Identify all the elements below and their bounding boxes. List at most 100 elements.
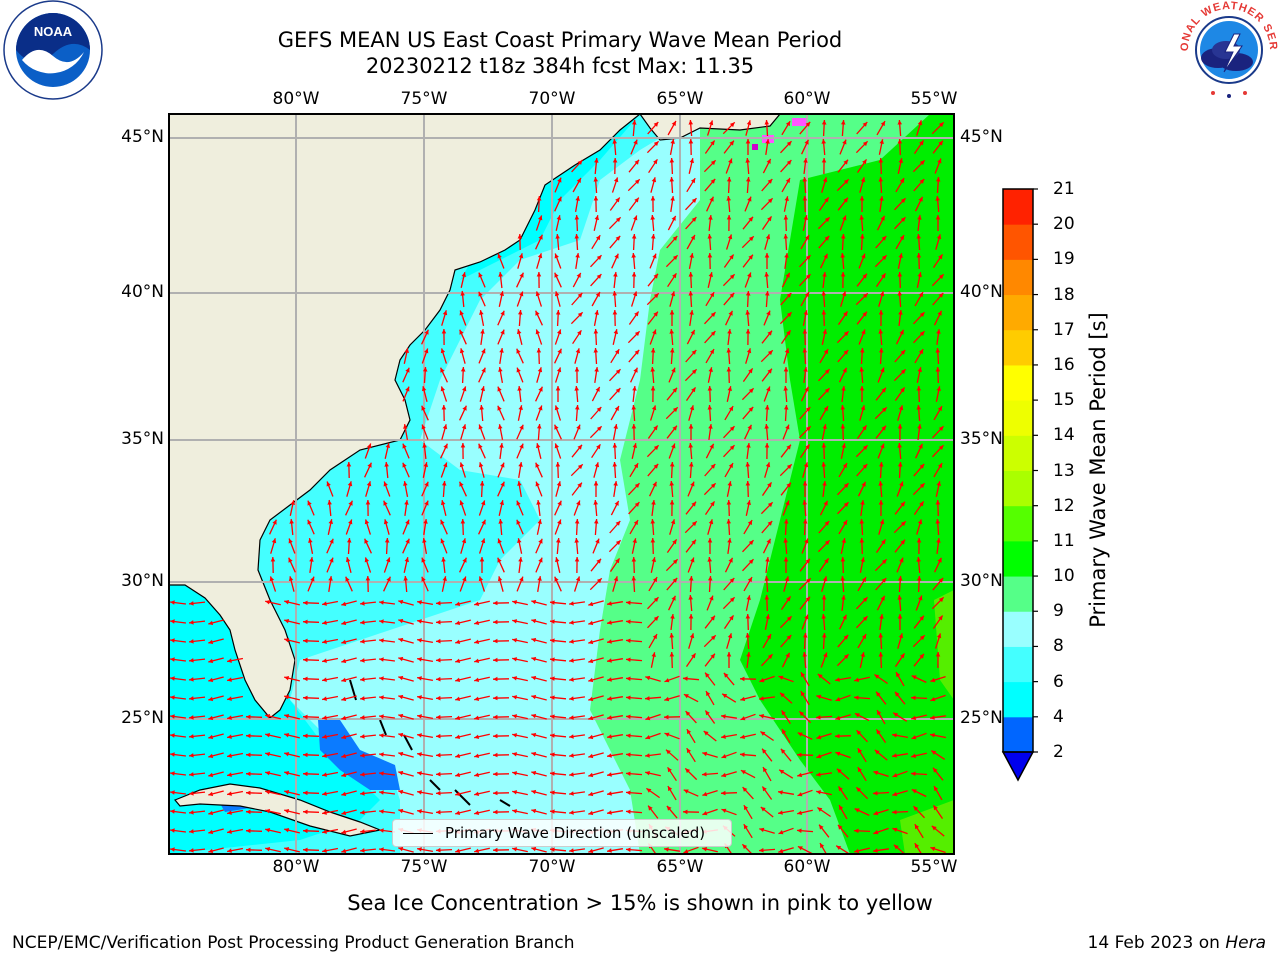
wave-arrow-head — [481, 367, 486, 373]
wave-arrow-head — [840, 253, 845, 258]
wave-arrow-head — [303, 771, 308, 777]
wave-arrow-head — [767, 502, 773, 508]
wave-arrow-head — [936, 234, 942, 240]
wave-arrow-head — [918, 443, 923, 449]
wave-arrow-head — [785, 178, 790, 183]
wave-arrow-head — [916, 234, 921, 239]
wave-arrow-head — [843, 350, 849, 355]
wave-arrow-head — [303, 714, 308, 720]
colorbar-tick-label: 17 — [1053, 319, 1075, 340]
wave-arrow-head — [785, 121, 791, 127]
wave-arrow-head — [916, 253, 922, 258]
wave-arrow-head — [398, 675, 404, 681]
wave-arrow-head — [821, 139, 826, 144]
wave-arrow-head — [459, 500, 464, 506]
wave-arrow-head — [930, 677, 936, 683]
wave-arrow-head — [916, 386, 922, 391]
wave-arrow-head — [360, 639, 365, 644]
wave-arrow-head — [227, 753, 232, 758]
wave-arrow-head — [835, 715, 841, 721]
wave-arrow-head — [284, 790, 290, 795]
wave-arrow-head — [897, 272, 903, 277]
wave-arrow-head — [822, 272, 827, 277]
colorbar-extend-triangle — [1001, 751, 1035, 782]
wave-arrow-head — [748, 254, 753, 260]
wave-arrow-head — [897, 443, 902, 448]
wave-arrow-head — [531, 637, 537, 643]
wave-arrow-head — [689, 462, 694, 467]
wave-arrow-head — [379, 847, 384, 852]
wave-arrow-head — [379, 771, 384, 776]
wave-arrow-head — [461, 272, 466, 277]
wave-arrow-head — [816, 790, 821, 795]
wave-arrow-head — [498, 367, 503, 372]
wave-arrow-head — [479, 405, 484, 410]
wave-arrow-head — [310, 576, 315, 582]
wave-arrow-head — [436, 638, 441, 644]
colorbar-segment — [1003, 259, 1033, 296]
wave-arrow-head — [536, 196, 542, 201]
wave-arrow-head — [765, 614, 770, 619]
lon-tick-bottom: 80°W — [272, 857, 320, 877]
wave-arrow-head — [538, 538, 543, 544]
wave-arrow-head — [556, 367, 562, 373]
wave-arrow-head — [531, 694, 537, 700]
wave-arrow-head — [653, 273, 658, 279]
wave-arrow-head — [898, 253, 903, 258]
wave-arrow-head — [512, 619, 517, 624]
wave-arrow-head — [633, 520, 638, 525]
wave-arrow-head — [650, 519, 655, 524]
wave-arrow-head — [227, 829, 232, 834]
wave-arrow-head — [554, 253, 559, 259]
wave-arrow-head — [671, 367, 676, 373]
wave-arrow-head — [208, 810, 214, 816]
wave-arrow-head — [800, 691, 805, 697]
wave-arrow-head — [474, 791, 480, 796]
wave-arrow-head — [710, 464, 716, 469]
noaa-logo: NOAA — [3, 0, 103, 100]
wave-arrow-head — [632, 538, 637, 543]
wave-arrow-head — [653, 597, 659, 602]
wave-arrow-head — [569, 601, 574, 606]
wave-arrow-head — [917, 215, 922, 220]
wave-arrow-head — [512, 600, 517, 605]
wave-arrow-head — [634, 311, 639, 317]
wave-arrow-head — [474, 639, 480, 644]
wave-arrow-head — [900, 539, 905, 545]
wave-arrow-head — [721, 734, 726, 739]
wave-arrow-head — [838, 786, 843, 792]
wave-arrow-head — [478, 576, 484, 582]
wave-arrow-head — [784, 196, 789, 201]
wave-arrow-head — [897, 614, 903, 619]
wave-arrow-head — [707, 538, 713, 543]
wave-arrow-head — [536, 500, 541, 505]
wave-arrow-head — [379, 619, 384, 624]
wave-arrow-head — [824, 521, 830, 526]
wave-arrow-head — [189, 639, 194, 644]
wave-arrow-head — [919, 179, 925, 184]
wave-arrow-head — [556, 215, 561, 221]
wave-arrow-head — [455, 791, 461, 796]
wave-arrow-head — [802, 329, 808, 334]
wave-arrow-head — [404, 557, 409, 563]
wave-arrow-head — [745, 462, 750, 467]
wave-arrow-head — [873, 810, 879, 816]
wave-arrow-head — [612, 310, 618, 315]
lat-tick-right: 40°N — [960, 282, 1003, 302]
wave-arrow-head — [360, 715, 365, 720]
wave-arrow-head — [493, 657, 498, 663]
wave-arrow-head — [899, 178, 905, 184]
wave-arrow-head — [919, 483, 925, 489]
wave-arrow-head — [688, 291, 693, 296]
wave-arrow-head — [822, 481, 827, 486]
wave-arrow-head — [703, 731, 709, 736]
wave-arrow-head — [740, 676, 745, 682]
wave-arrow-head — [303, 828, 308, 834]
wave-arrow-head — [900, 198, 906, 203]
wave-arrow-head — [671, 121, 676, 126]
wave-arrow-head — [497, 405, 502, 411]
wave-arrow-head — [189, 601, 194, 606]
wave-arrow-head — [843, 159, 848, 165]
wave-arrow-head — [576, 500, 581, 506]
wave-arrow-head — [303, 600, 308, 606]
